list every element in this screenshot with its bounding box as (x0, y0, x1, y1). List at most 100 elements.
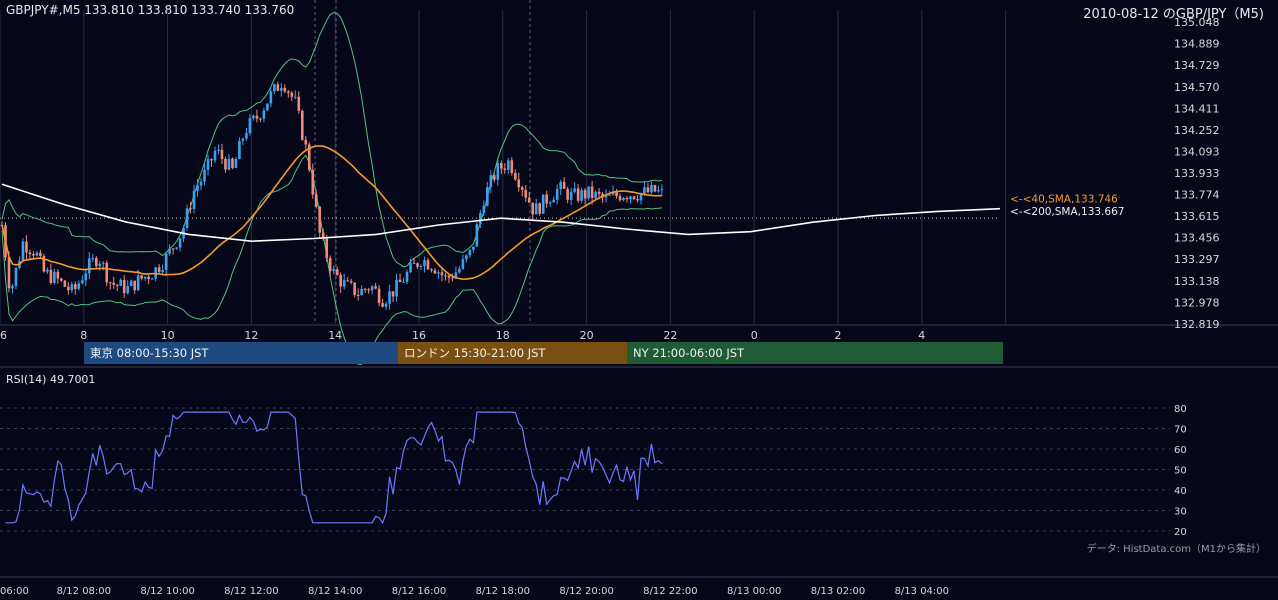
price-candle-body (629, 196, 632, 200)
price-candle-body (283, 87, 287, 92)
price-candle-body (175, 247, 178, 249)
price-candle-body (294, 96, 297, 98)
price-tick-label: 132.819 (1174, 318, 1220, 331)
time-axis-label: 06:00 (0, 586, 29, 597)
session-ny: NY 21:00-06:00 JST (627, 342, 1003, 364)
price-candle-body (506, 160, 510, 170)
price-candle-body (60, 278, 63, 281)
price-candle-body (290, 92, 294, 97)
session-tokyo: 東京 08:00-15:30 JST (84, 342, 398, 364)
price-candle-body (206, 159, 210, 170)
price-candle-body (356, 294, 360, 296)
time-axis-label: 8/12 16:00 (392, 586, 446, 597)
time-axis-label: 8/12 22:00 (643, 586, 697, 597)
chart-title: 2010-08-12 のGBP/JPY（M5) (1083, 7, 1264, 22)
price-candle-body (220, 149, 224, 159)
hour-tick-label: 22 (663, 329, 677, 342)
price-candle-body (241, 138, 245, 141)
price-candle-body (618, 196, 622, 201)
price-candle-body (39, 252, 42, 257)
price-candle-body (604, 194, 608, 198)
price-candle-body (25, 241, 28, 253)
price-tick-label: 135.048 (1174, 16, 1220, 29)
price-candle-body (325, 238, 329, 259)
session-london: ロンドン 15:30-21:00 JST (398, 342, 627, 364)
hour-tick-label: 0 (751, 329, 758, 342)
price-tick-label: 134.729 (1174, 59, 1220, 72)
price-candle-body (35, 252, 39, 256)
price-candle-body (534, 203, 538, 215)
price-candle-body (328, 258, 332, 271)
price-candle-body (562, 181, 566, 189)
price-candle-body (314, 194, 318, 207)
price-candle-body (419, 266, 423, 268)
price-candle-body (300, 110, 304, 140)
price-candle-body (580, 190, 583, 201)
price-candle-body (405, 272, 409, 282)
price-candle-body (196, 185, 199, 191)
price-candle-body (342, 280, 346, 287)
price-candle-body (259, 118, 262, 120)
hour-tick-label: 10 (161, 329, 175, 342)
price-candle-body (42, 256, 46, 272)
price-candle-body (108, 282, 112, 284)
price-candle-body (32, 254, 35, 256)
price-candle-body (503, 168, 507, 170)
price-candle-body (475, 224, 479, 247)
price-candle-body (273, 84, 276, 92)
price-candle-body (112, 282, 116, 285)
price-candle-body (363, 288, 367, 290)
time-axis-label: 8/12 14:00 (308, 586, 362, 597)
bollinger-lower-line (1, 154, 662, 365)
hour-tick-label: 2 (835, 329, 842, 342)
price-candle-body (11, 285, 14, 289)
price-candle-body (500, 163, 503, 169)
price-candle-body (615, 192, 618, 197)
price-candle-body (660, 189, 664, 191)
price-candle-body (321, 232, 325, 239)
price-candle-body (248, 118, 252, 133)
price-candle-body (433, 270, 437, 274)
price-candle-body (566, 188, 569, 200)
price-tick-label: 133.297 (1174, 253, 1220, 266)
price-candle-body (461, 259, 465, 269)
price-tick-label: 134.889 (1174, 38, 1220, 51)
price-candle-body (307, 144, 311, 170)
price-candle-body (437, 272, 440, 274)
price-tick-label: 134.093 (1174, 145, 1220, 158)
price-candle-body (217, 149, 220, 152)
price-candle-body (576, 188, 580, 201)
price-candle-body (126, 286, 129, 294)
price-candle-body (262, 110, 266, 119)
price-candle-body (611, 192, 615, 195)
price-candle-body (21, 241, 25, 261)
rsi-label: RSI(14) 49.7001 (6, 373, 96, 386)
price-candle-body (636, 199, 639, 201)
price-candle-body (608, 194, 611, 196)
price-candle-body (28, 252, 32, 255)
data-credit: データ: HistData.com（M1から集計） (1086, 544, 1266, 555)
price-candle-body (115, 284, 119, 286)
price-candle-body (266, 103, 269, 111)
price-candle-body (192, 190, 196, 210)
price-candle-body (269, 91, 273, 104)
price-candle-body (70, 284, 74, 291)
hour-tick-label: 8 (80, 329, 87, 342)
price-candle-body (412, 262, 416, 264)
price-candle-body (384, 303, 388, 307)
price-candle-body (548, 202, 552, 204)
hour-tick-label: 18 (496, 329, 510, 342)
price-candle-body (590, 186, 594, 198)
price-candle-body (332, 269, 336, 271)
price-candle-body (444, 275, 447, 277)
price-candle-body (304, 139, 308, 145)
price-candle-body (653, 185, 657, 192)
price-candle-body (157, 267, 161, 272)
rsi-tick-label: 40 (1174, 486, 1187, 497)
price-candle-body (409, 262, 412, 273)
price-candle-body (486, 187, 489, 206)
price-candle-body (650, 185, 653, 193)
price-tick-label: 133.933 (1174, 167, 1220, 180)
price-candle-body (105, 262, 109, 283)
